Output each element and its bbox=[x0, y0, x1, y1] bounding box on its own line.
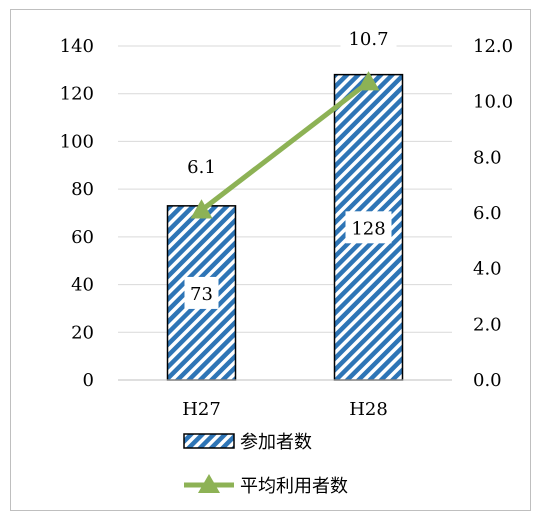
bar-data-label: 73 bbox=[190, 284, 213, 305]
legend-line-label: 平均利用者数 bbox=[240, 476, 348, 497]
y-left-tick-label: 20 bbox=[71, 322, 94, 343]
y-left-tick-label: 0 bbox=[83, 370, 94, 391]
y-right-tick-label: 8.0 bbox=[473, 147, 502, 168]
line-data-label-box bbox=[340, 26, 397, 53]
y-left-tick-label: 60 bbox=[71, 227, 94, 248]
y-right-tick-label: 12.0 bbox=[473, 36, 513, 57]
y-right-tick-label: 4.0 bbox=[473, 259, 502, 280]
line-marker bbox=[190, 199, 213, 219]
chart-frame bbox=[10, 9, 531, 511]
y-right-tick-label: 0.0 bbox=[473, 370, 502, 391]
y-left-tick-label: 140 bbox=[60, 36, 94, 57]
line-data-label-box bbox=[179, 154, 224, 181]
x-tick-label: H28 bbox=[349, 399, 388, 420]
line-data-label: 6.1 bbox=[187, 157, 216, 178]
data-labels: 73 128 6.1 10.7 bbox=[179, 26, 397, 309]
x-tick-label: H27 bbox=[182, 399, 221, 420]
series-line bbox=[199, 80, 371, 213]
axes: 0 20 40 60 80 100 120 140 0.0 2.0 4.0 6.0 8.0 10.0 12.… bbox=[60, 36, 513, 420]
y-left-tick-label: 80 bbox=[71, 179, 94, 200]
y-right-tick-label: 2.0 bbox=[473, 314, 502, 335]
bar-data-label: 128 bbox=[351, 218, 385, 239]
legend-bar-swatch bbox=[183, 433, 235, 449]
line-series bbox=[190, 71, 380, 219]
line-marker bbox=[357, 71, 380, 91]
bar-data-label-box bbox=[184, 276, 219, 309]
y-left-tick-label: 100 bbox=[60, 131, 94, 152]
legend-bar-label: 参加者数 bbox=[240, 432, 312, 453]
y-right-tick-label: 10.0 bbox=[473, 92, 513, 113]
line-data-label: 10.7 bbox=[348, 29, 388, 50]
y-right-tick-label: 6.0 bbox=[473, 203, 502, 224]
legend-triangle-marker bbox=[198, 474, 220, 493]
y-left-tick-label: 120 bbox=[60, 84, 94, 105]
bar-data-label-box bbox=[345, 211, 392, 244]
y-left-tick-label: 40 bbox=[71, 275, 94, 296]
